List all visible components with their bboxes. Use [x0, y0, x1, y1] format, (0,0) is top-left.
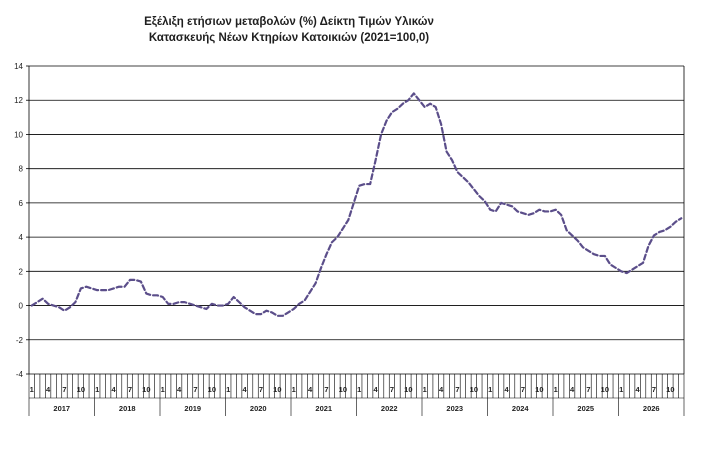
- year-label: 2022: [381, 404, 398, 413]
- year-label: 2026: [643, 404, 660, 413]
- month-tick-label: 1: [292, 385, 296, 394]
- grid-lines: [28, 65, 685, 375]
- month-tick-label: 10: [208, 385, 216, 394]
- month-tick-label: 10: [601, 385, 609, 394]
- month-tick-label: 1: [161, 385, 165, 394]
- month-tick-label: 4: [46, 385, 51, 394]
- month-tick-label: 10: [273, 385, 281, 394]
- y-tick-label: 10: [14, 130, 23, 139]
- month-tick-label: 10: [535, 385, 543, 394]
- month-tick-label: 10: [404, 385, 412, 394]
- y-tick-label: 12: [14, 96, 23, 105]
- y-tick-label: 0: [19, 302, 24, 311]
- month-tick-label: 7: [652, 385, 656, 394]
- y-tick-label: 14: [14, 62, 23, 71]
- month-tick-label: 4: [112, 385, 117, 394]
- y-tick-label: 4: [19, 233, 24, 242]
- year-label: 2024: [512, 404, 530, 413]
- year-label: 2019: [184, 404, 201, 413]
- month-tick-label: 4: [374, 385, 379, 394]
- month-tick-label: 10: [339, 385, 347, 394]
- year-label: 2020: [250, 404, 267, 413]
- chart-title-line-1: Εξέλιξη ετήσιων μεταβολών (%) Δείκτη Τιμ…: [144, 16, 434, 28]
- month-tick-label: 1: [30, 385, 34, 394]
- month-tick-label: 10: [77, 385, 85, 394]
- month-tick-label: 1: [226, 385, 230, 394]
- month-tick-label: 1: [423, 385, 427, 394]
- year-label: 2023: [446, 404, 463, 413]
- x-axis: 1 4 7 10 1 4 7 10 1 4 7 10 1 4 7 10 1 4 7 10 1 4 7 10 1 4 7 10 1 4 7 10…: [28, 374, 685, 416]
- year-label: 2025: [577, 404, 594, 413]
- month-tick-label: 4: [177, 385, 182, 394]
- month-tick-label: 10: [142, 385, 150, 394]
- month-tick-label: 7: [455, 385, 459, 394]
- month-tick-label: 1: [554, 385, 558, 394]
- y-axis-ticks: -4 -2 0 2 4 6 8 10 12 14: [14, 62, 29, 379]
- month-tick-label: 7: [62, 385, 66, 394]
- month-tick-label: 1: [95, 385, 99, 394]
- month-tick-label: 7: [128, 385, 132, 394]
- year-label: 2017: [53, 404, 70, 413]
- y-tick-label: 8: [19, 165, 24, 174]
- y-tick-label: 2: [19, 267, 24, 276]
- month-tick-label: 1: [488, 385, 492, 394]
- y-tick-label: 6: [19, 199, 24, 208]
- year-label: 2018: [119, 404, 136, 413]
- year-label: 2021: [315, 404, 332, 413]
- y-tick-label: -4: [16, 370, 24, 379]
- series-line: [30, 92, 683, 317]
- month-tick-label: 7: [324, 385, 328, 394]
- month-tick-label: 4: [505, 385, 510, 394]
- month-tick-label: 1: [619, 385, 623, 394]
- month-tick-label: 4: [636, 385, 641, 394]
- month-tick-label: 7: [390, 385, 394, 394]
- month-tick-label: 4: [308, 385, 313, 394]
- month-tick-label: 1: [357, 385, 361, 394]
- chart-title: Εξέλιξη ετήσιων μεταβολών (%) Δείκτη Τιμ…: [0, 14, 648, 46]
- month-tick-label: 7: [259, 385, 263, 394]
- month-tick-label: 7: [193, 385, 197, 394]
- month-tick-label: 4: [570, 385, 575, 394]
- y-tick-label: -2: [16, 336, 24, 345]
- chart-title-line-2: Κατασκευής Νέων Κτηρίων Κατοικιών (2021=…: [148, 32, 430, 44]
- month-tick-label: 7: [586, 385, 590, 394]
- month-tick-label: 4: [243, 385, 248, 394]
- month-tick-label: 4: [439, 385, 444, 394]
- month-tick-label: 10: [666, 385, 674, 394]
- series-layer: [30, 92, 683, 317]
- month-tick-label: 7: [521, 385, 525, 394]
- month-tick-label: 10: [470, 385, 478, 394]
